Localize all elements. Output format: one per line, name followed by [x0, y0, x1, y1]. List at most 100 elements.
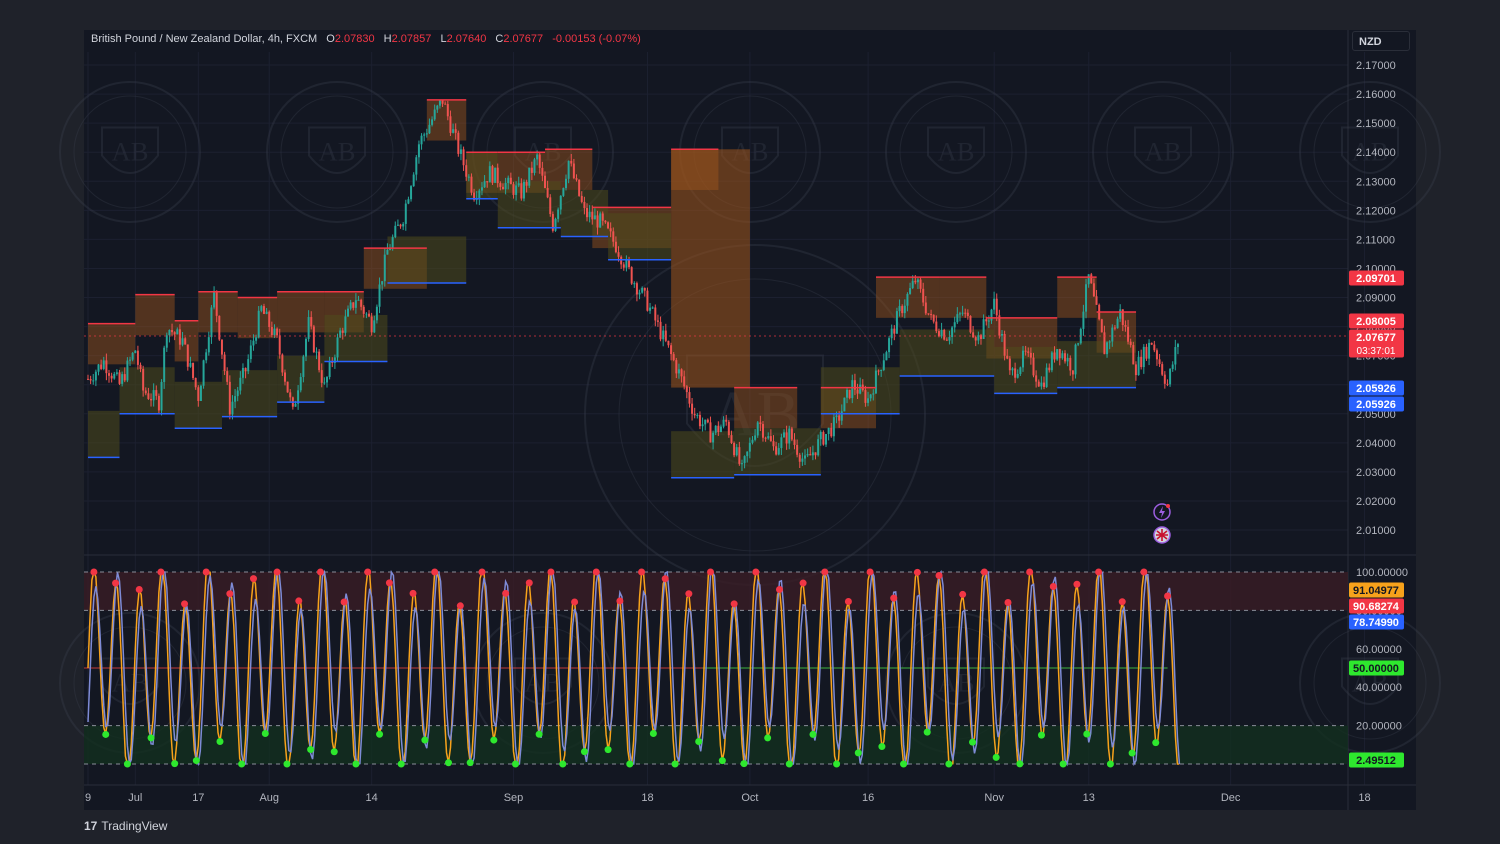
sell-signal-dot	[571, 598, 579, 606]
candle-body	[1103, 332, 1106, 355]
resistance-zone	[671, 149, 750, 388]
sell-signal-dot	[385, 579, 393, 587]
sell-signal-dot	[592, 568, 600, 576]
candle-body	[874, 370, 877, 394]
candle-body	[958, 313, 961, 315]
candle-body	[257, 310, 260, 338]
sell-signal-dot	[1140, 568, 1148, 576]
sell-signal-dot	[409, 589, 417, 597]
candle-body	[496, 167, 499, 184]
resistance-zone	[1057, 277, 1097, 318]
candle-body	[1113, 327, 1116, 329]
price-tick-label: 2.17000	[1356, 60, 1396, 72]
buy-signal-dot	[511, 760, 519, 768]
svg-text:AB: AB	[1145, 136, 1182, 166]
candle-body	[953, 322, 956, 328]
sell-signal-dot	[980, 568, 988, 576]
candle-body	[1053, 352, 1056, 360]
candle-body	[262, 306, 265, 314]
candle-body	[596, 215, 599, 228]
watermark-seal: AB	[266, 81, 408, 223]
candle-body	[859, 384, 862, 394]
sell-signal-dot	[799, 579, 807, 587]
time-axis[interactable]: 9 Jul 17 Aug 14 Sep 18 Oct 16 Nov 13 Dec 18	[85, 792, 1371, 804]
candle-body	[1153, 344, 1156, 351]
buy-signal-dot	[740, 760, 748, 768]
candle-body	[551, 214, 554, 231]
candle-body	[740, 463, 743, 465]
candle-body	[360, 299, 363, 307]
sell-signal-dot	[752, 568, 760, 576]
candle-body	[951, 327, 954, 337]
candle-body	[864, 390, 867, 403]
buy-signal-dot	[535, 730, 543, 738]
candle-body	[507, 177, 510, 184]
candle-body	[730, 435, 733, 443]
candle-body	[937, 331, 940, 337]
candle-body	[1077, 343, 1080, 345]
candle-body	[213, 290, 216, 308]
candle-body	[822, 431, 825, 445]
high-value: 2.07857	[391, 33, 432, 45]
flag-icon[interactable]	[1153, 526, 1171, 544]
candle-body	[289, 392, 292, 398]
candle-body	[336, 337, 339, 358]
buy-signal-dot	[1083, 730, 1091, 738]
candle-body	[223, 354, 226, 372]
sell-signal-dot	[181, 600, 189, 608]
candle-body	[1158, 359, 1161, 365]
support-zone	[221, 370, 278, 417]
candle-body	[804, 455, 807, 459]
sell-signal-dot	[661, 575, 669, 583]
tradingview-logo[interactable]: 17 TradingView	[84, 819, 167, 833]
candle-body	[220, 339, 223, 355]
currency-selector[interactable]: NZD	[1352, 31, 1410, 51]
buy-signal-dot	[1106, 760, 1114, 768]
candle-body	[525, 181, 528, 186]
candle-body	[775, 446, 778, 455]
candle-body	[788, 428, 791, 444]
support-zone	[387, 236, 467, 283]
candle-body	[373, 320, 376, 333]
candle-body	[173, 332, 176, 335]
candle-body	[1019, 367, 1022, 375]
candle-body	[761, 424, 764, 438]
candle-body	[389, 248, 392, 250]
candle-body	[1163, 374, 1166, 384]
sell-signal-dot	[844, 598, 852, 606]
candle-body	[735, 447, 738, 456]
candle-body	[599, 213, 602, 228]
sell-signal-dot	[775, 586, 783, 594]
candle-body	[1064, 353, 1067, 362]
support-zone	[497, 181, 561, 228]
candle-body	[415, 157, 418, 175]
price-tag-text: 2.07677	[1356, 332, 1396, 344]
candle-body	[449, 116, 452, 133]
candle-body	[1032, 357, 1035, 376]
candle-body	[677, 369, 680, 374]
alert-icon[interactable]	[1153, 503, 1171, 521]
buy-signal-dot	[376, 730, 384, 738]
tradingview-brand: TradingView	[101, 819, 168, 833]
candle-body	[882, 360, 885, 370]
buy-signal-dot	[171, 760, 179, 768]
candle-body	[501, 186, 504, 190]
candle-body	[1108, 341, 1111, 343]
candle-body	[578, 179, 581, 196]
candle-body	[906, 293, 909, 306]
candle-body	[129, 359, 132, 361]
candle-body	[399, 224, 402, 227]
osc-tag	[1349, 582, 1404, 598]
candle-body	[593, 215, 596, 220]
candle-body	[310, 317, 313, 327]
candle-body	[738, 447, 741, 464]
candle-body	[118, 372, 121, 384]
candle-body	[417, 144, 420, 158]
svg-text:AB: AB	[112, 667, 149, 697]
pane-icons[interactable]	[1153, 503, 1171, 544]
buy-signal-dot	[1152, 739, 1160, 747]
candle-body	[278, 335, 281, 355]
candle-body	[100, 364, 103, 369]
candle-body	[163, 347, 166, 382]
